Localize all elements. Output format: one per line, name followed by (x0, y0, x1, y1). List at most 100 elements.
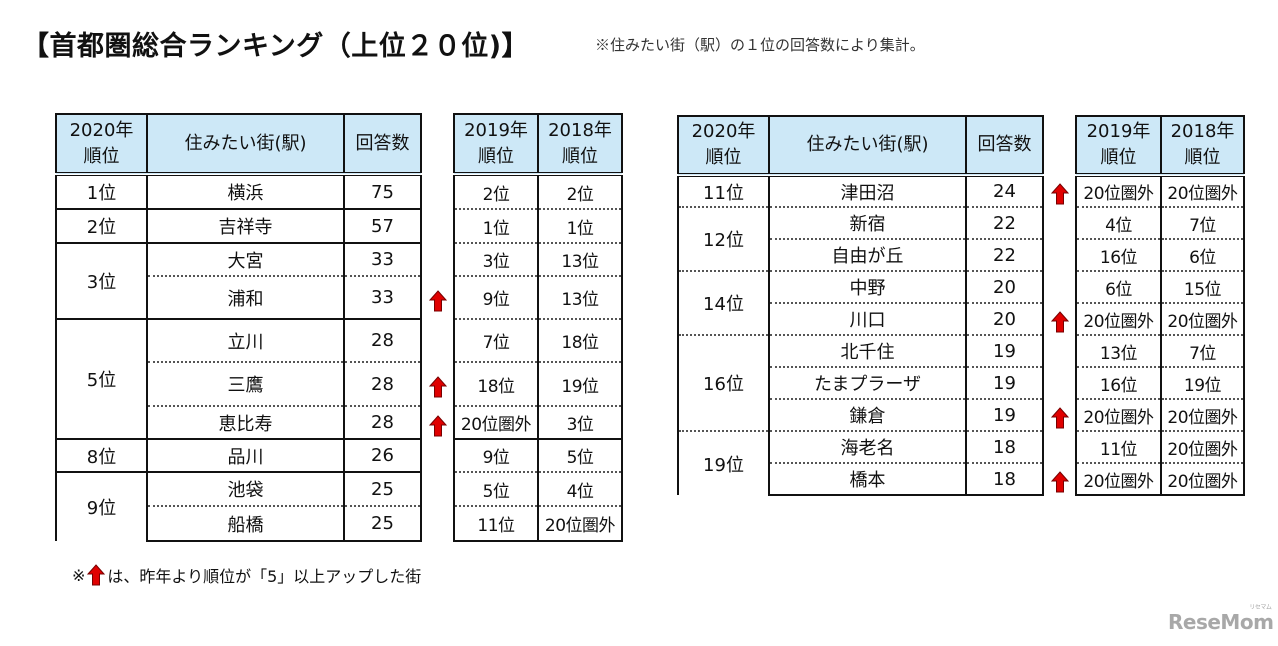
rank-cell: 2位 (55, 208, 148, 243)
table-row: 自由が丘 22 (678, 238, 1044, 271)
votes-cell: 19 (965, 398, 1044, 431)
header-station: 住みたい街(駅) (146, 113, 345, 176)
rank-2018-cell: 20位圏外 (537, 505, 623, 542)
rank-2019-cell: 16位 (1075, 238, 1162, 271)
aggregation-note: ※住みたい街（駅）の１位の回答数により集計。 (595, 36, 925, 54)
station-cell: 船橋 (146, 505, 345, 542)
table-row: 1位 横浜 75 (55, 173, 422, 209)
rank-2019-cell: 20位圏外 (1075, 175, 1162, 207)
left-table-main: 2020年 順位 住みたい街(駅) 回答数 1位 横浜 75 2位 吉祥寺 57 3位 大宮 33 浦和 3… (55, 113, 422, 542)
red-up-arrow-icon (428, 376, 448, 398)
history-row: 11位 20位圏外 (1075, 430, 1245, 463)
rank-cell: 8位 (55, 438, 148, 472)
rank-2018-cell: 7位 (1160, 206, 1245, 239)
rank-2019-cell: 2位 (453, 174, 539, 209)
rank-2018-cell: 19位 (537, 361, 623, 406)
red-up-arrow-icon (87, 564, 106, 586)
table-row: 19位 海老名 18 (677, 430, 1044, 495)
rank-2019-cell: 6位 (1075, 270, 1162, 303)
history-row: 4位 7位 (1075, 206, 1245, 239)
votes-cell: 19 (965, 366, 1044, 399)
history-row: 20位圏外 3位 (453, 405, 623, 439)
rank-2018-cell: 7位 (1160, 334, 1245, 367)
history-row: 7位 18位 (453, 318, 623, 362)
history-row: 20位圏外 20位圏外 (1075, 302, 1245, 335)
rank-cell: 16位 (677, 334, 770, 431)
history-row: 3位 13位 (453, 242, 623, 276)
votes-cell: 24 (965, 175, 1044, 207)
votes-cell: 57 (343, 208, 422, 243)
rank-2018-cell: 5位 (537, 438, 623, 472)
rank-cell: 14位 (677, 270, 770, 335)
rank-cell: 3位 (55, 242, 148, 319)
votes-cell: 20 (965, 270, 1044, 303)
rank-2019-cell: 13位 (1075, 334, 1162, 367)
rank-2019-cell: 9位 (453, 275, 539, 319)
votes-cell: 28 (343, 318, 422, 362)
logo-ruby: リセマム (1249, 604, 1272, 611)
rank-2018-cell: 4位 (537, 471, 623, 506)
table-row: 16位 北千住 19 (677, 334, 1044, 431)
rank-cell: 1位 (55, 173, 148, 209)
station-cell: 新宿 (768, 206, 967, 239)
table-row: 9位 池袋 25 (55, 471, 422, 541)
station-cell: 北千住 (768, 334, 967, 367)
station-cell: 自由が丘 (768, 238, 967, 271)
station-cell: 横浜 (146, 174, 345, 209)
votes-cell: 25 (343, 505, 422, 542)
rank-cell: 5位 (55, 318, 148, 439)
rank-2019-cell: 11位 (1075, 430, 1162, 463)
rank-2019-cell: 1位 (453, 208, 539, 243)
history-row: 20位圏外 20位圏外 (1075, 398, 1245, 431)
header-votes: 回答数 (343, 113, 422, 176)
table-row: たまプラーザ 19 (678, 366, 1044, 399)
rank-2018-cell: 13位 (537, 275, 623, 319)
station-cell: 品川 (146, 438, 345, 472)
votes-cell: 33 (343, 242, 422, 276)
table-row: 11位 津田沼 24 (677, 174, 1044, 207)
rank-2018-cell: 13位 (537, 242, 623, 276)
votes-cell: 22 (965, 206, 1044, 239)
station-cell: 中野 (768, 270, 967, 303)
rank-2018-cell: 6位 (1160, 238, 1245, 271)
legend-prefix: ※ (72, 565, 86, 585)
history-row: 1位 1位 (453, 208, 623, 243)
votes-cell: 26 (343, 438, 422, 472)
rank-2019-cell: 5位 (453, 471, 539, 506)
rank-2018-cell: 15位 (1160, 270, 1245, 303)
history-row: 20位圏外 20位圏外 (1075, 462, 1245, 496)
history-row: 11位 20位圏外 (453, 505, 623, 542)
station-cell: 浦和 (146, 275, 345, 319)
table-row: 船橋 25 (56, 505, 422, 542)
table-row: 2位 吉祥寺 57 (55, 208, 422, 243)
header-rank-2019: 2019年 順位 (453, 113, 539, 176)
station-cell: 三鷹 (146, 361, 345, 406)
header-rank-2020: 2020年 順位 (677, 115, 770, 177)
rank-2019-cell: 20位圏外 (1075, 398, 1162, 431)
history-row: 20位圏外 20位圏外 (1075, 175, 1245, 207)
station-cell: 吉祥寺 (146, 208, 345, 243)
red-up-arrow-icon (1050, 471, 1070, 493)
right-table-main: 2020年 順位 住みたい街(駅) 回答数 11位 津田沼 24 12位 新宿 22 自由が丘 22 1… (677, 115, 1044, 496)
rank-2018-cell: 2位 (537, 174, 623, 209)
logo-text: ReseMom (1168, 610, 1274, 634)
station-cell: 池袋 (146, 471, 345, 506)
votes-cell: 25 (343, 471, 422, 506)
history-row: 6位 15位 (1075, 270, 1245, 303)
votes-cell: 22 (965, 238, 1044, 271)
table-row: 恵比寿 28 (56, 405, 422, 439)
table-row: 三鷹 28 (56, 361, 422, 406)
history-row: 2位 2位 (453, 174, 623, 209)
votes-cell: 18 (965, 462, 1044, 496)
rank-2019-cell: 20位圏外 (1075, 462, 1162, 496)
station-cell: 津田沼 (768, 175, 967, 207)
rank-cell: 11位 (677, 174, 770, 207)
rank-2018-cell: 19位 (1160, 366, 1245, 399)
rank-2018-cell: 1位 (537, 208, 623, 243)
votes-cell: 19 (965, 334, 1044, 367)
station-cell: 海老名 (768, 430, 967, 463)
left-table-history: 2019年 順位 2018年 順位 2位 2位 1位 1位 3位 13位 9位 13位 7位 18位 18位… (453, 113, 623, 542)
rank-2019-cell: 11位 (453, 505, 539, 542)
resemom-logo: ReseMom リセマム (1168, 604, 1274, 634)
header-rank-2019: 2019年 順位 (1075, 115, 1162, 177)
